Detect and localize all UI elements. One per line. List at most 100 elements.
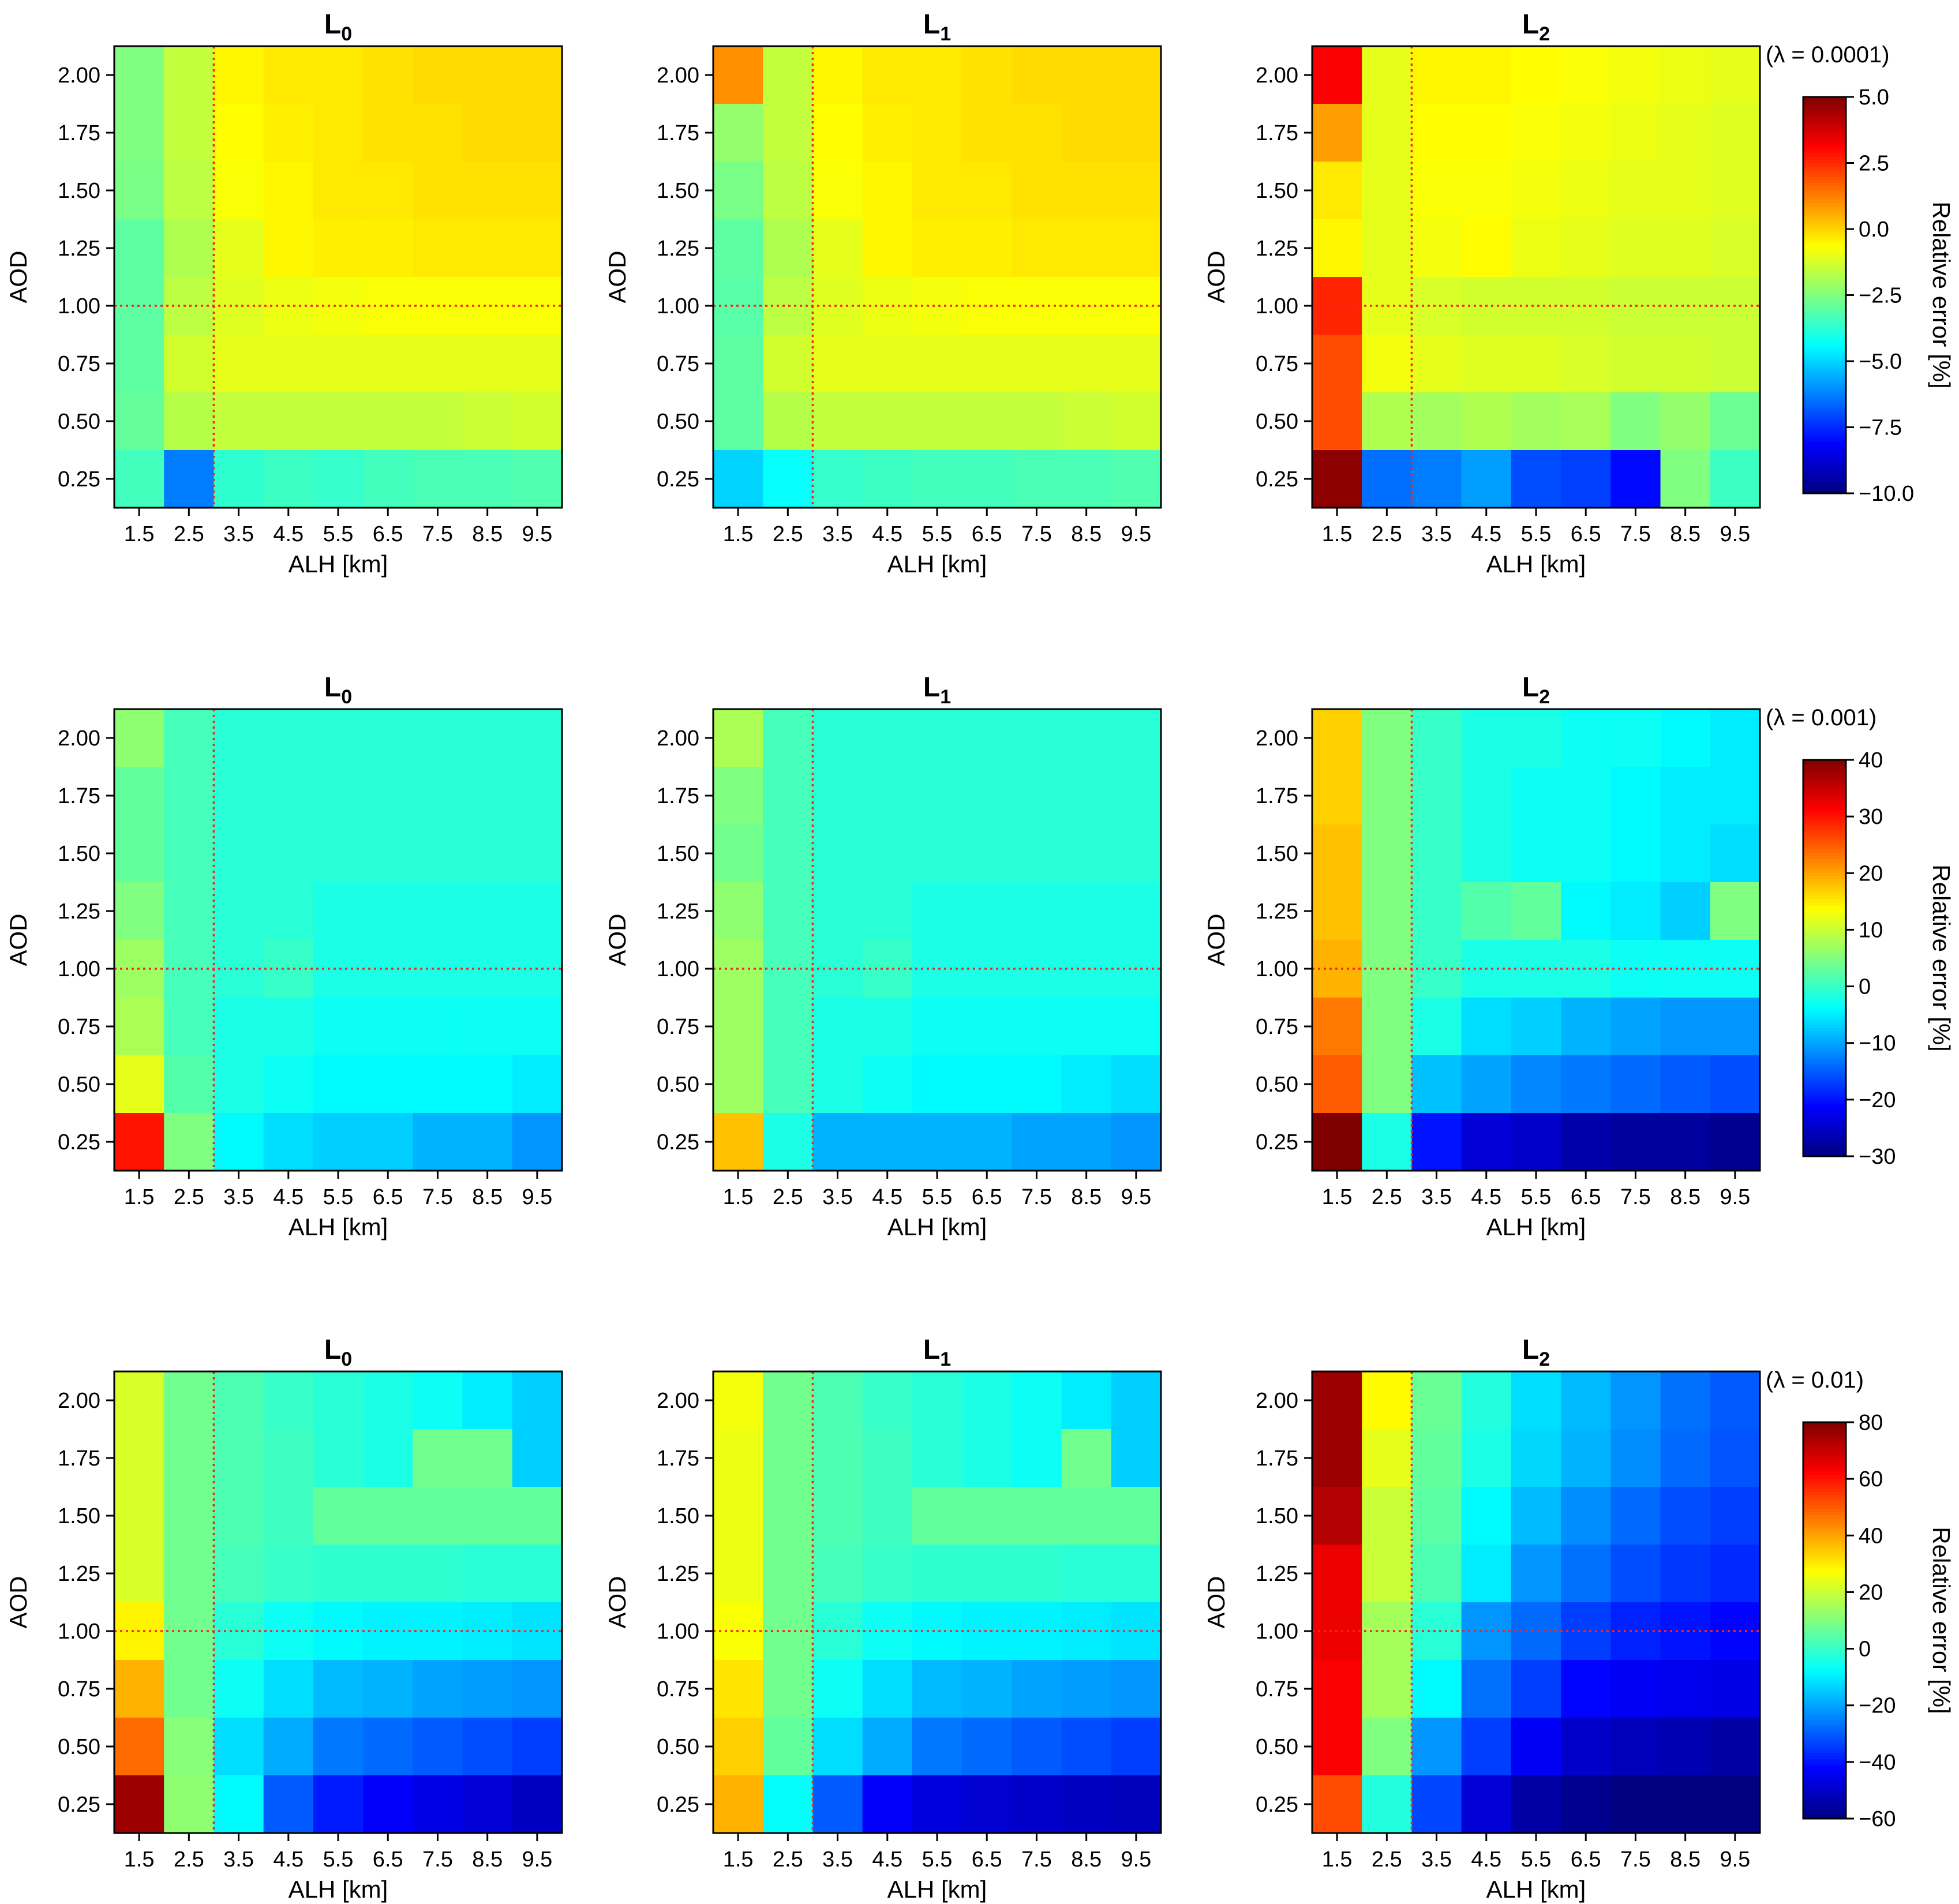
colorbar-segment — [1803, 107, 1846, 111]
colorbar-segment — [1803, 1458, 1846, 1463]
colorbar-segment — [1803, 414, 1846, 418]
colorbar-segment — [1803, 470, 1846, 474]
y-tick-label: 0.50 — [657, 1073, 699, 1097]
y-axis-label: AOD — [1203, 1576, 1230, 1628]
heatmap-cell — [413, 767, 463, 825]
colorbar-segment — [1803, 1461, 1846, 1466]
heatmap-cell — [862, 1371, 913, 1430]
y-tick-label: 2.00 — [657, 63, 699, 88]
x-tick-label: 4.5 — [273, 522, 304, 546]
colorbar-segment — [1803, 216, 1846, 220]
y-tick-label: 0.50 — [58, 410, 100, 434]
heatmap-cell — [763, 709, 814, 767]
x-tick-label: 4.5 — [273, 1847, 304, 1872]
heatmap-cell — [413, 1545, 463, 1603]
x-tick-label: 8.5 — [1071, 522, 1102, 546]
heatmap-cell — [1061, 392, 1112, 451]
heatmap-cell — [263, 1429, 314, 1487]
x-tick-label: 8.5 — [1670, 522, 1700, 546]
heatmap-cell — [313, 1718, 364, 1776]
colorbar-segment — [1803, 384, 1846, 388]
heatmap-cell — [1561, 1113, 1611, 1171]
colorbar-segment — [1803, 981, 1846, 985]
heatmap-cell — [1362, 162, 1413, 220]
colorbar-segment — [1803, 1146, 1846, 1150]
colorbar-segment — [1803, 1614, 1846, 1618]
x-axis-label: ALH [km] — [1486, 550, 1586, 578]
colorbar-segment — [1803, 852, 1846, 856]
heatmap-cell — [1312, 709, 1362, 767]
heatmap-cell — [1411, 162, 1462, 220]
colorbar-segment — [1803, 123, 1846, 128]
heatmap-cell — [363, 392, 413, 451]
heatmap-cell — [912, 1602, 962, 1661]
colorbar-segment — [1803, 789, 1846, 793]
colorbar-segment — [1803, 1007, 1846, 1011]
x-tick-label: 8.5 — [472, 1847, 503, 1872]
heatmap-cell — [1511, 824, 1561, 883]
heatmap-cell — [1461, 1545, 1512, 1603]
x-tick-label: 7.5 — [1620, 1185, 1651, 1209]
heatmap-cell — [1362, 46, 1413, 104]
heatmap-cell — [313, 1660, 364, 1718]
heatmap-cell — [213, 46, 264, 104]
colorbar-segment — [1803, 1706, 1846, 1710]
colorbar-tick-label: 20 — [1859, 1580, 1883, 1605]
heatmap-cell — [763, 1660, 814, 1718]
heatmap-cell — [1312, 1487, 1362, 1545]
colorbar-segment — [1803, 879, 1846, 883]
heatmap-cell — [263, 1113, 314, 1171]
y-tick-label: 0.25 — [1256, 467, 1298, 492]
colorbar-segment — [1803, 892, 1846, 896]
colorbar-segment — [1803, 842, 1846, 846]
colorbar-segment — [1803, 1726, 1846, 1730]
heatmap-cell — [1312, 882, 1362, 940]
colorbar-segment — [1803, 1779, 1846, 1783]
x-axis-label: ALH [km] — [289, 1213, 388, 1240]
heatmap-cell — [1610, 998, 1661, 1056]
heatmap-cell — [1610, 1429, 1661, 1487]
heatmap-cell — [812, 1113, 863, 1171]
colorbar-segment — [1803, 865, 1846, 869]
colorbar-segment — [1803, 1580, 1846, 1585]
heatmap-cell — [462, 450, 513, 508]
y-tick-label: 1.00 — [657, 957, 699, 981]
heatmap-cell — [1511, 392, 1561, 451]
colorbar-segment — [1803, 410, 1846, 415]
x-tick-label: 1.5 — [723, 1185, 754, 1209]
heatmap-cell — [213, 335, 264, 393]
heatmap-cell — [1461, 1113, 1512, 1171]
heatmap-cell — [164, 335, 215, 393]
colorbar-segment — [1803, 918, 1846, 923]
colorbar-segment — [1803, 1551, 1846, 1555]
heatmap-cell — [1411, 1429, 1462, 1487]
colorbar-segment — [1803, 1815, 1846, 1819]
heatmap-cell — [962, 709, 1012, 767]
colorbar-segment — [1803, 1067, 1846, 1071]
heatmap-cell — [1411, 1545, 1462, 1603]
colorbar-segment — [1803, 1027, 1846, 1032]
colorbar-segment — [1803, 1103, 1846, 1107]
heatmap-cell — [313, 824, 364, 883]
heatmap-cell — [1660, 940, 1711, 998]
heatmap-cell — [713, 1371, 763, 1430]
colorbar-segment — [1803, 832, 1846, 837]
heatmap-cell — [1061, 450, 1112, 508]
heatmap-cell — [263, 219, 314, 278]
panel-title-subscript: 1 — [940, 23, 951, 45]
colorbar-segment — [1803, 1063, 1846, 1068]
heatmap-cell — [1511, 277, 1561, 335]
heatmap-cell — [413, 1718, 463, 1776]
colorbar-segment — [1803, 193, 1846, 197]
heatmap-cell — [912, 824, 962, 883]
colorbar-segment — [1803, 1703, 1846, 1707]
colorbar-segment — [1803, 358, 1846, 362]
colorbar-segment — [1803, 819, 1846, 823]
colorbar-segment — [1803, 163, 1846, 167]
heatmap-cell — [1561, 1660, 1611, 1718]
colorbar-tick-label: −5.0 — [1859, 350, 1902, 374]
heatmap-cell — [1362, 1775, 1413, 1834]
heatmap-cell — [363, 767, 413, 825]
colorbar-segment — [1803, 1123, 1846, 1127]
colorbar-segment — [1803, 1011, 1846, 1015]
